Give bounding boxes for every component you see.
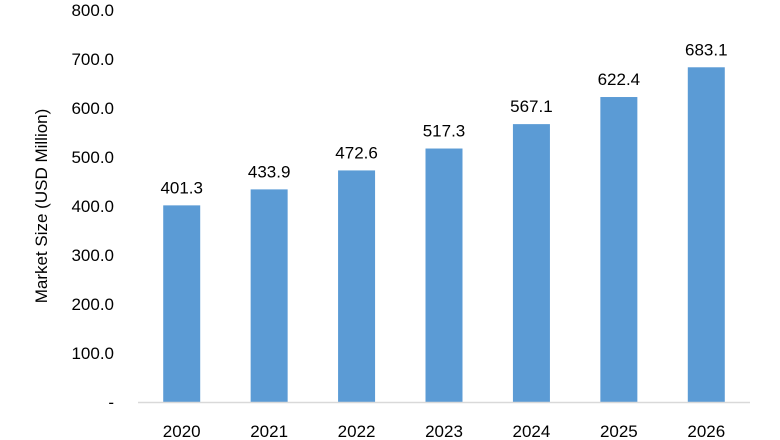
bar-2024 — [512, 124, 550, 402]
bar-2025 — [600, 97, 638, 403]
x-tick-label: 2024 — [513, 422, 551, 440]
bar-2021 — [250, 189, 288, 402]
y-axis-title: Market Size (USD Million) — [32, 109, 51, 304]
y-tick-label: 300.0 — [71, 246, 114, 265]
data-label-2024: 567.1 — [510, 97, 553, 116]
x-axis-ticks: 2020 2021 2022 2023 2024 2025 2026 — [163, 422, 725, 440]
bars — [163, 67, 725, 403]
bar-2022 — [338, 170, 376, 402]
bar-2020 — [163, 205, 201, 402]
x-tick-label: 2021 — [250, 422, 288, 440]
y-tick-label: 700.0 — [71, 50, 114, 69]
bar-2026 — [687, 67, 725, 402]
data-label-2026: 683.1 — [685, 40, 728, 59]
y-tick-label: - — [108, 393, 114, 412]
y-axis-ticks: - 100.0 200.0 300.0 400.0 500.0 600.0 700.0 800.… — [71, 1, 114, 412]
x-tick-label: 2023 — [425, 422, 463, 440]
y-tick-label: 200.0 — [71, 295, 114, 314]
y-tick-label: 500.0 — [71, 148, 114, 167]
x-tick-label: 2025 — [600, 422, 638, 440]
data-label-2020: 401.3 — [160, 178, 203, 197]
y-tick-label: 100.0 — [71, 344, 114, 363]
x-tick-label: 2026 — [687, 422, 725, 440]
data-label-2025: 622.4 — [598, 70, 641, 89]
data-labels: 401.3 433.9 472.6 517.3 567.1 622.4 683.1 — [160, 40, 727, 197]
data-label-2023: 517.3 — [423, 122, 466, 141]
y-tick-label: 400.0 — [71, 197, 114, 216]
y-tick-label: 800.0 — [71, 1, 114, 20]
data-label-2022: 472.6 — [335, 143, 378, 162]
bar-2023 — [425, 148, 463, 402]
data-label-2021: 433.9 — [248, 162, 291, 181]
x-tick-label: 2020 — [163, 422, 201, 440]
y-tick-label: 600.0 — [71, 99, 114, 118]
x-tick-label: 2022 — [338, 422, 376, 440]
